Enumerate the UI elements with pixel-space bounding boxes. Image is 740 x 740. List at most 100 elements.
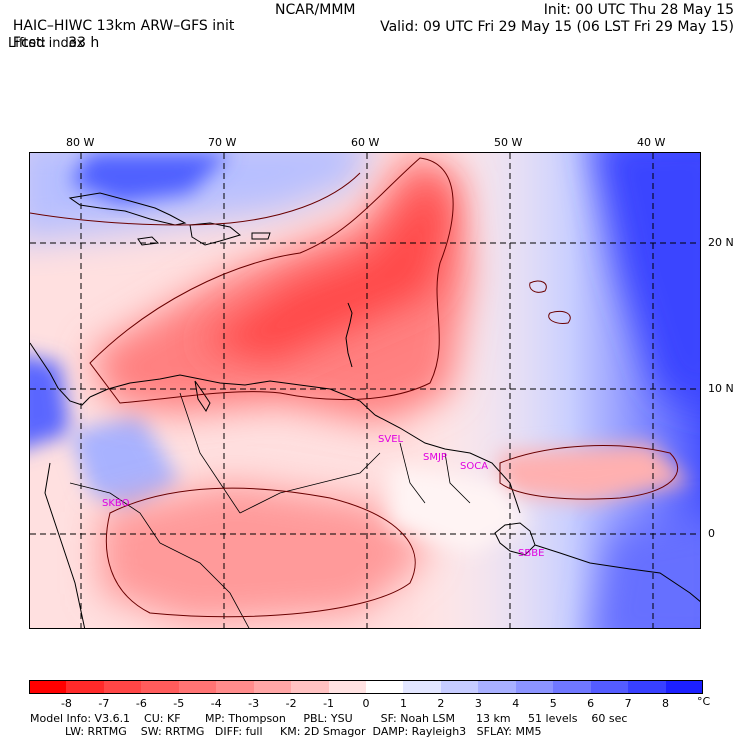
- model-title: HAIC–HIWC 13km ARW–GFS init: [4, 2, 234, 34]
- border-guyana-suriname: [399, 442, 426, 504]
- unstable-east-patch: [500, 443, 690, 503]
- colorbar-label: 0: [362, 697, 370, 710]
- colorbar-label: -4: [210, 697, 222, 710]
- coast-lesser-antilles: [345, 302, 353, 368]
- stable-west-andes: [70, 413, 180, 513]
- coast-puerto-rico: [251, 232, 271, 240]
- station-smjp: SMJP: [423, 452, 447, 463]
- station-soca: SOCA: [460, 461, 488, 472]
- colorbar-cell: [628, 680, 667, 694]
- station-sbbe: SBBE: [518, 548, 544, 559]
- colorbar-cell: [440, 680, 479, 694]
- colorbar-label: 4: [512, 697, 520, 710]
- colorbar-cell: [590, 680, 629, 694]
- colorbar-cell: [216, 680, 255, 694]
- lon-label-70w: 70 W: [208, 136, 237, 149]
- stations: SKBO SVEL SMJP SOCA SBBE: [102, 434, 544, 559]
- lon-label-50w: 50 W: [494, 136, 523, 149]
- colorbar-label: -3: [248, 697, 260, 710]
- colorbar-label: 2: [437, 697, 445, 710]
- station-svel: SVEL: [378, 434, 404, 445]
- unstable-main: [90, 153, 470, 423]
- border-venezuela-brazil: [239, 452, 381, 514]
- forecast-hour: Fcst: 33 h: [4, 19, 99, 51]
- colorbar-label: -7: [98, 697, 110, 710]
- colorbar-label: 1: [399, 697, 407, 710]
- colorbar-label: 7: [624, 697, 632, 710]
- valid-time: Valid: 09 UTC Fri 29 May 15 (06 LST Fri …: [380, 19, 734, 35]
- init-time: Init: 00 UTC Thu 28 May 15: [543, 2, 734, 18]
- coast-maracaibo: [194, 380, 211, 412]
- coast-jamaica: [137, 236, 160, 246]
- contour-small-2: [548, 310, 571, 324]
- colorbar-label: -8: [60, 697, 72, 710]
- map-canvas: SKBO SVEL SMJP SOCA SBBE: [30, 153, 700, 628]
- border-peru-brazil: [159, 542, 250, 628]
- colorbar-cell: [515, 680, 554, 694]
- stable-east-dark: [594, 153, 700, 405]
- colorbar-cell: [253, 680, 292, 694]
- field-shading: [30, 153, 700, 628]
- lon-label-80w: 80 W: [66, 136, 95, 149]
- org-label: NCAR/MMM: [275, 2, 356, 18]
- border-colombia-venezuela: [179, 392, 241, 514]
- colorbar-cell: [103, 680, 142, 694]
- model-info-line2: LW: RRTMG SW: RRTMG DIFF: full KM: 2D Sm…: [30, 725, 542, 738]
- colorbar-cell: [553, 680, 592, 694]
- stable-southeast: [594, 518, 700, 628]
- coastlines: [30, 192, 700, 628]
- stable-band-north-dark: [70, 153, 230, 203]
- colorbar-cell: [29, 680, 67, 694]
- contour-small-1: [529, 280, 547, 293]
- lat-label-equator: 0: [708, 527, 715, 540]
- colorbar-cell: [366, 680, 404, 694]
- unstable-south: [100, 483, 430, 623]
- contour-north-band: [30, 172, 361, 226]
- stable-west: [30, 357, 70, 447]
- colorbar-label: -5: [173, 697, 185, 710]
- colorbar-label: -6: [135, 697, 147, 710]
- model-info-line1: Model Info: V3.6.1 CU: KF MP: Thompson P…: [30, 712, 628, 725]
- coast-brazil-north: [534, 544, 700, 602]
- zero-contours: [30, 157, 679, 618]
- coast-cuba: [68, 192, 187, 226]
- colorbar-cell: [403, 680, 442, 694]
- coast-colombia-venezuela: [89, 374, 376, 416]
- country-borders: [69, 392, 471, 628]
- colorbar-label: 3: [474, 697, 482, 710]
- coast-central-america: [30, 342, 91, 406]
- station-skbo: SKBO: [102, 498, 130, 509]
- unstable-core: [200, 173, 450, 363]
- contour-main-wedge: [89, 157, 454, 404]
- lon-label-60w: 60 W: [351, 136, 380, 149]
- colorbar-border: [29, 680, 703, 694]
- contour-east-patch: [499, 445, 679, 500]
- colorbar-label: 6: [587, 697, 595, 710]
- lon-label-40w: 40 W: [637, 136, 666, 149]
- colorbar-cell: [141, 680, 180, 694]
- border-colombia-ecuador: [69, 482, 161, 544]
- colorbar-cell: [665, 680, 704, 694]
- colorbar-cell: [291, 680, 330, 694]
- colorbar-cell: [328, 680, 367, 694]
- fcst-value: 33 h: [68, 35, 100, 51]
- coast-pacific-south: [44, 462, 86, 628]
- contour-south-region: [105, 487, 416, 618]
- colorbar-label: -2: [285, 697, 297, 710]
- colorbar-label: 8: [662, 697, 670, 710]
- colorbar-cell: [478, 680, 517, 694]
- colorbar-label: 5: [549, 697, 557, 710]
- lat-label-20n: 20 N: [708, 236, 734, 249]
- border-suriname-fguiana: [444, 452, 471, 504]
- fcst-label: Fcst:: [12, 35, 47, 51]
- colorbar-label: -1: [323, 697, 335, 710]
- lifted-index-map: SKBO SVEL SMJP SOCA SBBE: [29, 152, 701, 629]
- colorbar-cell: [178, 680, 217, 694]
- colorbar-cell: [66, 680, 105, 694]
- lat-label-10n: 10 N: [708, 382, 734, 395]
- model-title-text: HAIC–HIWC 13km ARW–GFS init: [12, 18, 235, 34]
- coast-guianas: [374, 414, 521, 514]
- field-name: Lifted index: [8, 36, 85, 51]
- colorbar-unit: °C: [697, 695, 711, 708]
- neutral-guiana: [390, 463, 530, 553]
